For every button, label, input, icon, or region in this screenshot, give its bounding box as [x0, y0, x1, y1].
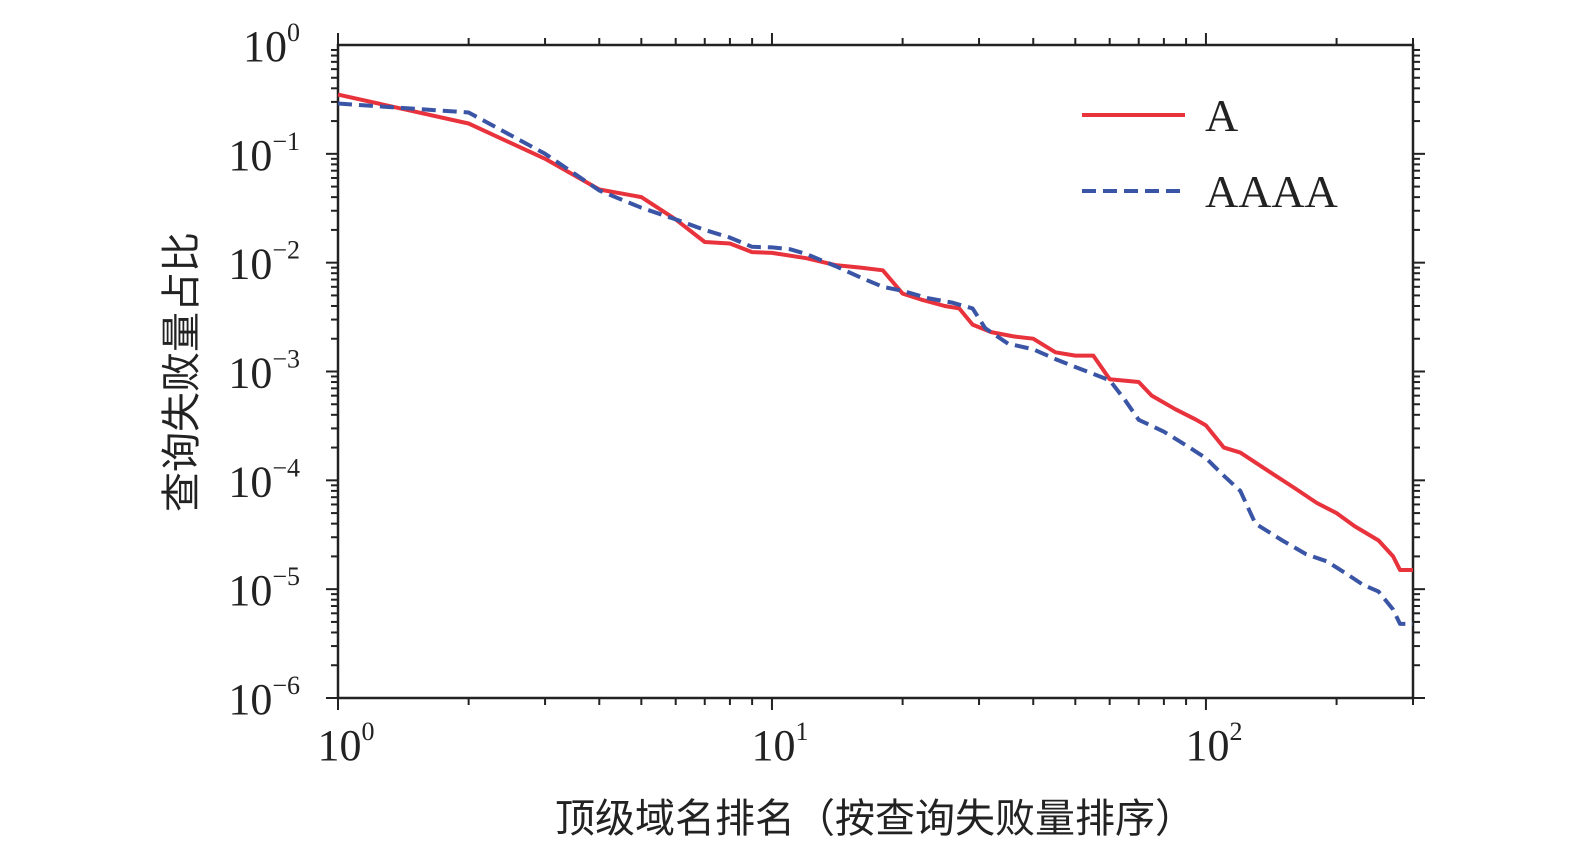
plot-frame	[336, 43, 1415, 700]
legend-label-a: A	[1205, 90, 1238, 141]
x-tick-label: 101	[751, 717, 808, 770]
x-tick-label: 100	[318, 717, 375, 770]
series-line-a	[337, 92, 1413, 572]
x-axis-title: 顶级域名排名（按查询失败量排序）	[555, 796, 1195, 842]
y-axis: 100 10−1 10−2 10−3 10−4 10−5 10−6	[228, 18, 1425, 724]
x-tick-label: 102	[1185, 717, 1242, 770]
y-tick-label: 10−3	[228, 345, 300, 398]
plot-area	[336, 43, 1415, 700]
y-tick-label: 100	[243, 18, 300, 71]
y-tick-label: 10−1	[228, 127, 300, 180]
y-tick-label: 10−5	[228, 562, 300, 615]
series-layer	[337, 92, 1413, 626]
series-line-aaaa	[337, 101, 1413, 626]
y-tick-label: 10−6	[228, 671, 300, 724]
y-tick-label: 10−4	[228, 453, 300, 506]
y-tick-label: 10−2	[228, 236, 300, 289]
x-axis: 100 101 102	[318, 33, 1414, 770]
y-axis-title: 查询失败量占比	[159, 232, 205, 512]
legend-label-aaaa: AAAA	[1205, 166, 1338, 217]
